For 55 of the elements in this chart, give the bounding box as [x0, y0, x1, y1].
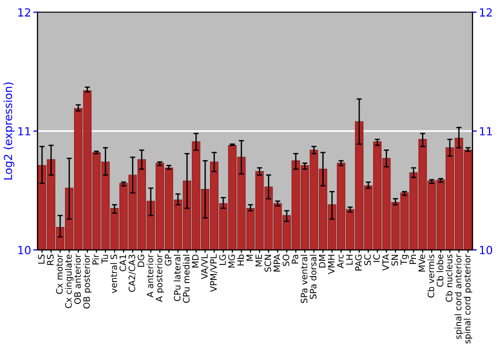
x-tick-label: Arc — [337, 254, 344, 268]
x-tick-label: SO — [282, 254, 290, 266]
x-tick-label: M — [246, 254, 253, 261]
y-tick-label: 12 — [18, 8, 30, 16]
x-tick-label: MD — [192, 254, 199, 268]
x-tick-label: Hb — [237, 254, 244, 266]
x-tick-label: GP — [164, 254, 172, 266]
x-tick-label: SCN — [264, 254, 272, 272]
x-tick-label: SC — [364, 254, 371, 266]
x-tick-label: ME — [256, 254, 262, 266]
x-tick-label: LH — [346, 254, 353, 265]
x-tick-label: Cb vermis — [427, 254, 434, 298]
x-tick-label: RS — [47, 254, 54, 265]
x-tick-label: SN — [391, 254, 398, 266]
x-tick-label: Tg — [400, 254, 409, 265]
x-tick-label: Pa — [292, 254, 298, 264]
y-tick-label: 10 — [18, 246, 31, 254]
x-tick-label: OB anterior — [74, 254, 81, 304]
x-tick-label: IC — [373, 254, 380, 262]
x-tick-label: CPu lateral — [174, 254, 181, 302]
x-tick-label: LG — [219, 254, 226, 265]
x-tick-label: spinal cord anterior — [454, 254, 464, 339]
x-tick-label: OB posterior — [83, 254, 92, 309]
x-tick-label: VTA — [382, 254, 389, 271]
x-tick-label: Pn — [410, 254, 416, 264]
x-tick-label: SPa ventral — [300, 254, 308, 303]
x-tick-label: MVe — [418, 254, 426, 272]
x-tick-label: VPM/VPL — [210, 254, 218, 292]
x-tick-label: PAG — [355, 254, 362, 271]
x-tick-label: DG — [138, 254, 144, 267]
x-tick-label: A anterior — [146, 254, 154, 298]
x-tick-label: Tu — [102, 254, 108, 264]
y-axis-title: Log2 (expression) — [4, 82, 14, 180]
x-tick-label: Cx cingulate — [64, 254, 74, 308]
x-tick-label: MPA — [274, 254, 280, 272]
x-tick-label: ventral S — [110, 254, 118, 294]
x-tick-label: Cb lobe — [436, 254, 444, 287]
y-tick-label: 11 — [18, 127, 30, 136]
x-tick-label: DM — [319, 254, 326, 268]
x-tick-label: LS — [38, 254, 45, 264]
x-tick-label: SPa dorsal — [310, 254, 316, 299]
y2-tick-label: 10 — [480, 246, 492, 254]
x-tick-label: CPu medial — [182, 254, 190, 303]
x-tick-label: CA1 — [120, 254, 126, 272]
y2-tick-label: 12 — [480, 8, 492, 16]
y2-tick-label: 11 — [480, 127, 492, 136]
x-tick-label: CA2/CA3 — [128, 254, 136, 292]
x-tick-label: VA/VL — [201, 254, 208, 280]
x-tick-label: VMH — [328, 254, 334, 274]
x-tick-label: Pir — [92, 254, 99, 264]
x-tick-label: A posterior — [156, 254, 164, 302]
x-tick-label: MG — [228, 254, 235, 268]
x-tick-label: Cx motor — [56, 254, 63, 294]
x-tick-label: Cb nucleus — [446, 254, 452, 302]
x-tick-label: spinal cord posterior — [464, 254, 472, 344]
